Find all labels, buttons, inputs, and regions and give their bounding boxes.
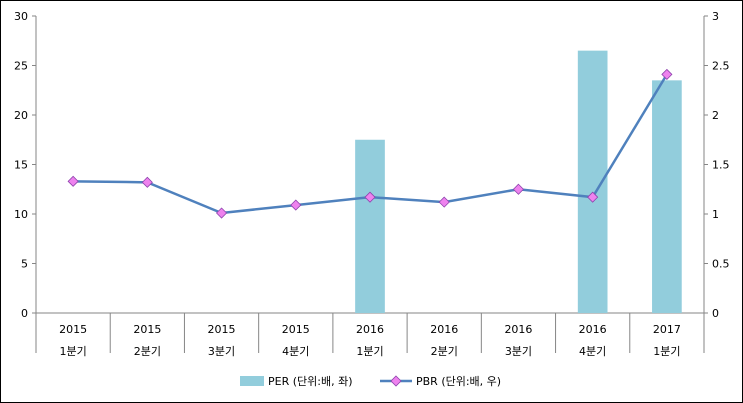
legend: PER (단위:배, 좌) PBR (단위:배, 우) — [240, 375, 501, 388]
pbr-point — [661, 68, 673, 80]
x-tick-year: 2017 — [653, 323, 681, 336]
x-tick-year: 2015 — [282, 323, 310, 336]
legend-pbr-label: PBR (단위:배, 우) — [416, 375, 501, 388]
x-tick-year: 2016 — [579, 323, 607, 336]
y-left-tick-label: 0 — [21, 307, 28, 320]
pbr-point — [67, 175, 79, 187]
pbr-point — [512, 183, 525, 195]
y-right-tick-label: 0 — [712, 307, 719, 320]
per-bar — [652, 80, 682, 313]
y-left-tick-label: 20 — [14, 109, 28, 122]
pbr-point — [141, 176, 153, 188]
y-left-tick-label: 30 — [14, 10, 28, 23]
y-left-tick-label: 15 — [14, 159, 28, 172]
x-tick-year: 2015 — [208, 323, 236, 336]
x-tick-quarter: 4분기 — [579, 345, 606, 358]
y-left-tick-label: 10 — [14, 208, 28, 221]
y-right-tick-label: 1 — [712, 208, 719, 221]
y-right-tick-label: 3 — [712, 10, 719, 23]
legend-per-swatch — [240, 376, 264, 386]
x-tick-year: 2016 — [430, 323, 458, 336]
y-right-tick-label: 1.5 — [712, 159, 730, 172]
x-tick-year: 2015 — [59, 323, 87, 336]
x-tick-year: 2016 — [504, 323, 532, 336]
legend-pbr-marker — [390, 375, 402, 387]
x-tick-quarter: 2분기 — [431, 345, 458, 358]
x-tick-quarter: 1분기 — [653, 345, 680, 358]
y-right-tick-label: 2.5 — [712, 60, 730, 73]
x-tick-quarter: 1분기 — [59, 345, 86, 358]
pbr-point — [364, 191, 376, 203]
x-tick-quarter: 4분기 — [282, 345, 309, 358]
tick-labels: 0 5 10 15 20 25 30 0 0.5 1 1.5 2 2.5 3 2015 1분기 2015 2분기 2… — [14, 10, 730, 358]
pbr-point — [587, 191, 599, 203]
pbr-line — [67, 68, 673, 219]
y-left-tick-label: 5 — [21, 258, 28, 271]
per-bars — [355, 50, 682, 314]
x-tick-quarter: 2분기 — [134, 345, 161, 358]
x-tick-year: 2016 — [356, 323, 384, 336]
pbr-point — [438, 196, 450, 208]
y-left-tick-label: 25 — [14, 60, 28, 73]
y-right-tick-label: 2 — [712, 109, 719, 122]
legend-per-label: PER (단위:배, 좌) — [268, 375, 353, 388]
pbr-point — [290, 199, 302, 211]
pbr-point — [215, 207, 228, 219]
x-tick-year: 2015 — [133, 323, 161, 336]
per-bar — [355, 139, 385, 313]
y-right-tick-label: 0.5 — [712, 258, 730, 271]
x-tick-quarter: 3분기 — [208, 345, 235, 358]
x-tick-quarter: 3분기 — [505, 345, 532, 358]
x-tick-quarter: 1분기 — [356, 345, 383, 358]
